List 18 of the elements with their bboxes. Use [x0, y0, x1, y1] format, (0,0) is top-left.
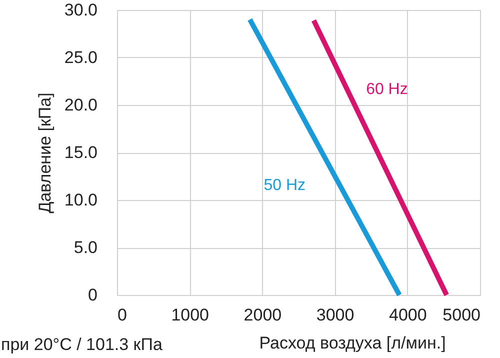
y-tick-label: 30.0: [64, 0, 98, 20]
y-tick-label: 5.0: [74, 238, 98, 257]
x-tick-label: 5000: [442, 306, 480, 324]
series-label: 50 Hz: [264, 176, 306, 194]
x-axis-title: Расход воздуха [л/мин.]: [259, 334, 446, 352]
series-label: 60 Hz: [366, 81, 408, 98]
y-tick-label: 15.0: [64, 143, 98, 162]
x-tick-label: 2000: [244, 306, 282, 324]
x-tick-label: 3000: [316, 306, 354, 324]
x-tick-label: 4000: [388, 306, 427, 324]
y-tick-label: 25.0: [64, 48, 98, 67]
y-tick-label: 0: [88, 286, 98, 304]
text: при 20°C / 101.3 кПа: [1, 335, 163, 354]
x-tick-label: 1000: [171, 306, 210, 324]
y-axis-title: Давление [кПа]: [35, 92, 54, 214]
y-tick-label: 10.0: [64, 190, 98, 210]
y-tick-label: 20.0: [64, 96, 98, 114]
x-tick-label: 0: [118, 306, 127, 324]
